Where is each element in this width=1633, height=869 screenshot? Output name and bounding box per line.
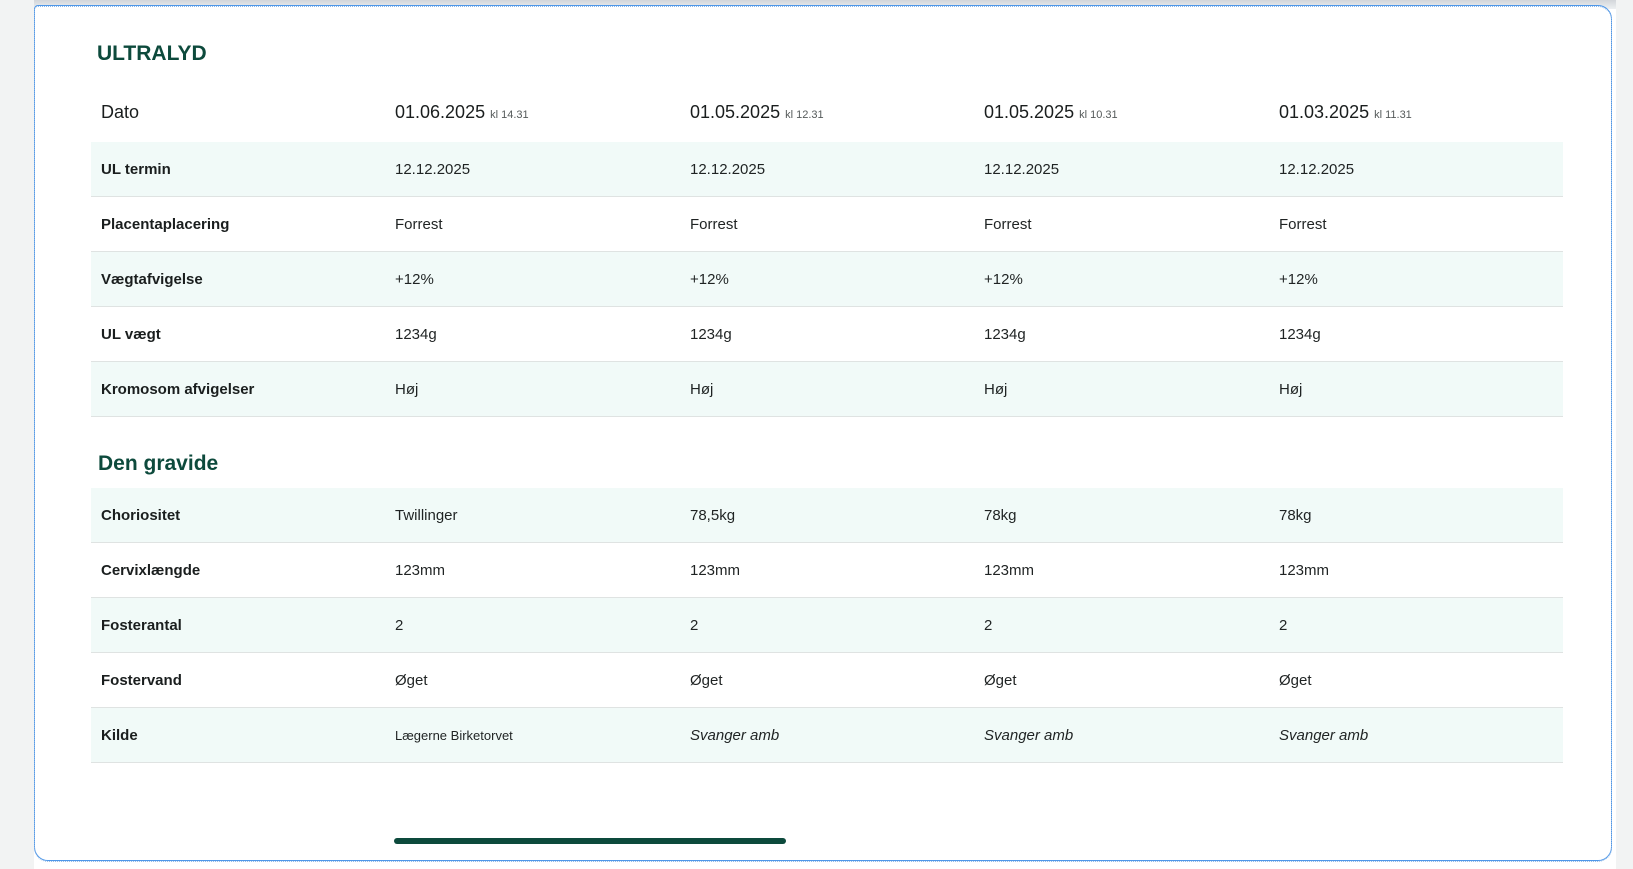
table-row-ul-termin: UL termin 12.12.2025 12.12.2025 12.12.20… [91, 142, 1563, 197]
time-value: kl 14.31 [490, 108, 529, 121]
date-column-header[interactable]: 01.03.2025 kl 11.31 [1279, 85, 1412, 140]
date-header-label: Dato [101, 102, 140, 122]
row-label: Fostervand [101, 671, 182, 689]
row-label: Placentaplacering [101, 215, 230, 233]
table-cell: +12% [395, 270, 434, 288]
table-cell: +12% [1279, 270, 1318, 288]
time-value: kl 10.31 [1079, 108, 1118, 121]
table-cell: 78kg [1279, 506, 1312, 524]
row-label: UL termin [101, 160, 171, 178]
table-cell: Høj [984, 380, 1008, 398]
row-label: UL vægt [101, 325, 161, 343]
table-cell: Forrest [1279, 215, 1327, 233]
table-cell: Lægerne Birketorvet [395, 727, 513, 743]
top-shadow [34, 0, 1616, 9]
table-cell: 12.12.2025 [395, 160, 471, 178]
table-cell: Svanger amb [1279, 726, 1369, 744]
date-value: 01.03.2025 [1279, 102, 1370, 122]
background-left [0, 0, 34, 869]
table-cell: 1234g [690, 325, 732, 343]
table-cell: 2 [690, 616, 699, 634]
ultralyd-section-title: ULTRALYD [97, 42, 207, 65]
table-cell: Øget [690, 671, 723, 689]
table-cell: 78,5kg [690, 506, 736, 524]
date-value: 01.06.2025 [395, 102, 486, 122]
table-cell: 1234g [395, 325, 437, 343]
table-cell: +12% [984, 270, 1023, 288]
table-row-choriositet: Choriositet Twillinger 78,5kg 78kg 78kg [91, 488, 1563, 543]
date-value: 01.05.2025 [690, 102, 781, 122]
time-value: kl 11.31 [1374, 108, 1412, 121]
table-cell: Forrest [395, 215, 443, 233]
background-right [1616, 0, 1633, 869]
table-cell: 123mm [984, 561, 1035, 579]
horizontal-scrollbar-thumb[interactable] [394, 838, 786, 844]
table-cell: Forrest [690, 215, 738, 233]
table-cell: Høj [1279, 380, 1303, 398]
table-row-ul-vaegt: UL vægt 1234g 1234g 1234g 1234g [91, 307, 1563, 362]
table-cell: Svanger amb [690, 726, 780, 744]
table-cell: Twillinger [395, 506, 458, 524]
table-row-cervixlaengde: Cervixlængde 123mm 123mm 123mm 123mm [91, 543, 1563, 598]
table-cell: Øget [984, 671, 1017, 689]
table-cell: 123mm [395, 561, 446, 579]
time-value: kl 12.31 [785, 108, 824, 121]
table-cell: Øget [395, 671, 428, 689]
row-label: Kilde [101, 726, 138, 744]
date-header-row: Dato 01.06.2025 kl 14.31 01.05.2025 kl 1… [91, 85, 1563, 140]
row-label: Kromosom afvigelser [101, 380, 255, 398]
table-cell: +12% [690, 270, 729, 288]
row-label: Fosterantal [101, 616, 182, 634]
gravide-section-title: Den gravide [98, 452, 219, 475]
table-row-vaegtafvigelse: Vægtafvigelse +12% +12% +12% +12% [91, 252, 1563, 307]
table-cell: 123mm [1279, 561, 1330, 579]
table-cell: Høj [690, 380, 714, 398]
table-cell: 2 [395, 616, 404, 634]
table-cell: 1234g [984, 325, 1026, 343]
table-cell: Øget [1279, 671, 1312, 689]
date-column-header[interactable]: 01.05.2025 kl 12.31 [690, 85, 824, 140]
table-cell: 1234g [1279, 325, 1321, 343]
table-cell: 12.12.2025 [690, 160, 766, 178]
table-row-fostervand: Fostervand Øget Øget Øget Øget [91, 653, 1563, 708]
row-label: Choriositet [101, 506, 181, 524]
table-cell: Høj [395, 380, 419, 398]
table-cell: Svanger amb [984, 726, 1074, 744]
table-cell: Forrest [984, 215, 1032, 233]
date-value: 01.05.2025 [984, 102, 1075, 122]
table-cell: 2 [1279, 616, 1288, 634]
row-label: Cervixlængde [101, 561, 201, 579]
date-column-header[interactable]: 01.05.2025 kl 10.31 [984, 85, 1118, 140]
table-cell: 123mm [690, 561, 741, 579]
table-cell: 12.12.2025 [984, 160, 1060, 178]
row-label: Vægtafvigelse [101, 270, 203, 288]
date-column-header[interactable]: 01.06.2025 kl 14.31 [395, 85, 529, 140]
table-cell: 2 [984, 616, 993, 634]
table-row-fosterantal: Fosterantal 2 2 2 2 [91, 598, 1563, 653]
table-cell: 78kg [984, 506, 1017, 524]
table-row-kilde: Kilde Lægerne Birketorvet Svanger amb Sv… [91, 708, 1563, 763]
table-cell: 12.12.2025 [1279, 160, 1355, 178]
table-row-kromosom-afvigelser: Kromosom afvigelser Høj Høj Høj Høj [91, 362, 1563, 417]
table-row-placentaplacering: Placentaplacering Forrest Forrest Forres… [91, 197, 1563, 252]
